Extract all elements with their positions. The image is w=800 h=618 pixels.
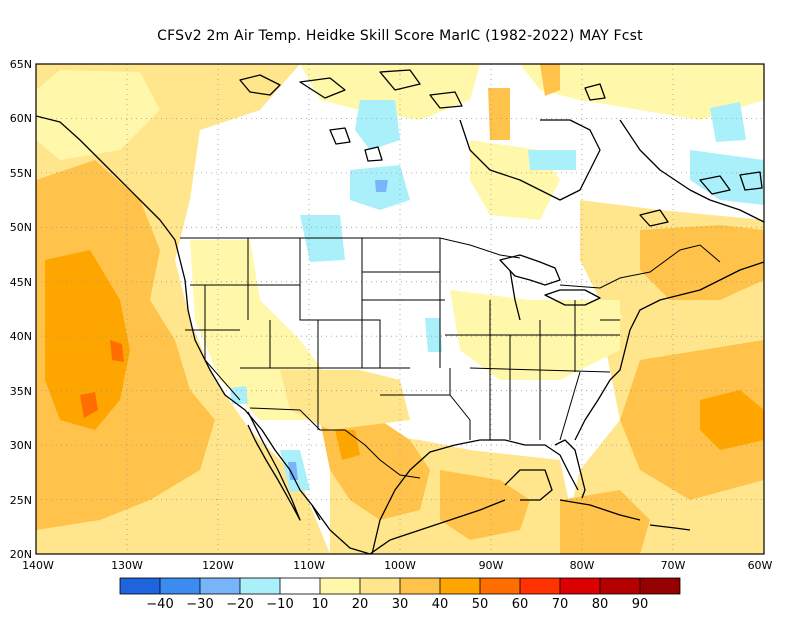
canada-yellow-1 [300, 64, 480, 120]
colorbar-tick-label: 40 [432, 597, 449, 612]
colorbar-swatch [400, 578, 440, 594]
canada-orange-patch [488, 88, 510, 140]
canada-orange-patch-2 [540, 64, 560, 96]
pacific-hotspot-1 [80, 392, 98, 418]
colorbar: −40 −30 −20 −10 10 20 30 40 50 60 70 80 … [119, 577, 681, 612]
pacific-darkorange-region [45, 250, 130, 430]
lon-label: 140W [22, 559, 54, 572]
lat-label: 60N [10, 112, 32, 125]
map-title: CFSv2 2m Air Temp. Heidke Skill Score Ma… [157, 28, 643, 44]
blue-patch-2 [288, 462, 298, 480]
colorbar-tick-label: 20 [352, 597, 369, 612]
cyan-patch-9 [425, 318, 442, 352]
colorbar-swatch [200, 578, 240, 594]
lon-label: 60W [748, 559, 773, 572]
lon-label: 130W [111, 559, 143, 572]
colorbar-swatch [520, 578, 560, 594]
cyan-patch-5 [710, 102, 746, 142]
pacific-north-yellow [36, 70, 160, 160]
map-frame [35, 63, 765, 555]
lat-labels: 65N 60N 55N 50N 45N 40N 35N 30N 25N 20N [10, 58, 32, 561]
colorbar-swatch [160, 578, 200, 594]
mexico-darkorange [335, 430, 360, 460]
skill-field [36, 64, 764, 554]
blue-patch [375, 180, 388, 192]
political-borders [180, 237, 721, 479]
pacific-hotspot-2 [110, 340, 124, 362]
caribbean-orange [560, 490, 650, 554]
lat-label: 55N [10, 167, 32, 180]
lat-label: 25N [10, 494, 32, 507]
us-southwest-yellow [280, 370, 410, 430]
lat-label: 40N [10, 330, 32, 343]
lon-label: 80W [570, 559, 595, 572]
lon-label: 90W [479, 559, 504, 572]
colorbar-swatch [640, 578, 680, 594]
lon-label: 100W [384, 559, 416, 572]
colorbar-swatch [560, 578, 600, 594]
colorbar-swatch [320, 578, 360, 594]
colorbar-tick-label: 90 [632, 597, 649, 612]
colorbar-swatch [440, 578, 480, 594]
colorbar-tick-label: −10 [266, 597, 293, 612]
colorbar-tick-label: 50 [472, 597, 489, 612]
colorbar-tick-label: 10 [312, 597, 329, 612]
cyan-patch-4 [690, 150, 764, 205]
colorbar-swatch [120, 578, 160, 594]
colorbar-swatch [240, 578, 280, 594]
lon-label: 110W [293, 559, 325, 572]
colorbar-tick-label: 60 [512, 597, 529, 612]
lat-label: 65N [10, 58, 32, 71]
lat-label: 35N [10, 385, 32, 398]
lon-label: 70W [661, 559, 686, 572]
gridlines [36, 64, 764, 554]
lat-label: 30N [10, 439, 32, 452]
lon-labels: 140W 130W 120W 110W 100W 90W 80W 70W 60W [22, 559, 772, 572]
colorbar-tick-label: −30 [186, 597, 213, 612]
colorbar-swatch [360, 578, 400, 594]
colorbar-swatch [280, 578, 320, 594]
colorbar-tick-label: 30 [392, 597, 409, 612]
lon-label: 120W [202, 559, 234, 572]
cyan-patch-1 [355, 100, 400, 150]
coastlines [36, 69, 764, 554]
colorbar-swatch [600, 578, 640, 594]
lat-label: 20N [10, 548, 32, 561]
lat-label: 45N [10, 276, 32, 289]
atlantic-darkorange [700, 390, 764, 450]
gulf-orange [440, 470, 530, 540]
colorbar-tick-label: −20 [226, 597, 253, 612]
northeast-orange [640, 225, 764, 300]
colorbar-tick-label: 80 [592, 597, 609, 612]
cyan-patch-3 [528, 150, 576, 170]
canada-yellow-2 [520, 64, 764, 120]
atlantic-orange [620, 340, 764, 500]
colorbar-tick-label: 70 [552, 597, 569, 612]
lat-label: 50N [10, 221, 32, 234]
colorbar-swatch [480, 578, 520, 594]
colorbar-tick-label: −40 [146, 597, 173, 612]
cyan-patch-8 [230, 386, 248, 404]
